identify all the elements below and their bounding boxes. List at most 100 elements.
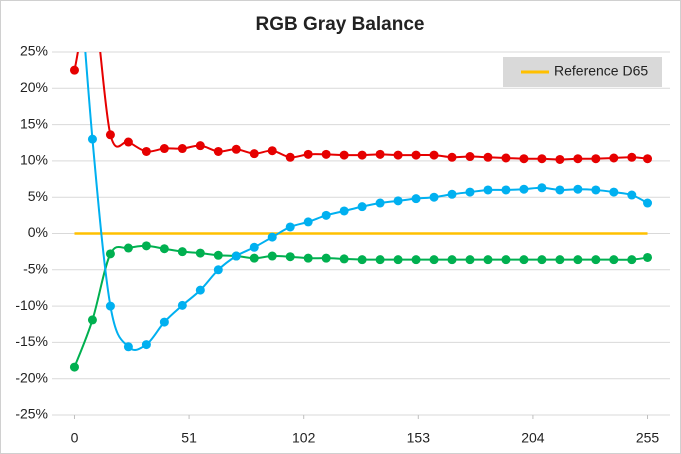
x-tick-label: 51 [181, 430, 197, 446]
data-point [591, 154, 601, 164]
x-tick-label: 102 [292, 430, 316, 446]
data-point [411, 255, 421, 265]
data-point [231, 251, 241, 261]
data-point [195, 248, 205, 258]
data-point [519, 154, 529, 164]
data-point [87, 315, 97, 325]
data-point [375, 149, 385, 159]
data-point [105, 130, 115, 140]
data-point [357, 150, 367, 160]
y-tick-label: 25% [20, 43, 48, 59]
y-tick-label: -20% [15, 369, 48, 385]
legend-label: Reference D65 [554, 63, 648, 79]
series-line [84, 52, 648, 351]
y-tick-label: 10% [20, 152, 48, 168]
data-point [483, 152, 493, 162]
data-point [609, 187, 619, 197]
data-point [87, 134, 97, 144]
data-point [267, 146, 277, 156]
data-point [411, 194, 421, 204]
data-point [537, 154, 547, 164]
data-point [321, 253, 331, 263]
data-point [249, 149, 259, 159]
data-point [573, 154, 583, 164]
data-point [643, 154, 653, 164]
data-point [537, 183, 547, 193]
data-point [393, 255, 403, 265]
data-point [141, 340, 151, 350]
data-point [465, 187, 475, 197]
data-point [447, 189, 457, 199]
data-point [231, 144, 241, 154]
data-point [555, 154, 565, 164]
data-point [573, 184, 583, 194]
data-point [627, 152, 637, 162]
data-point [429, 255, 439, 265]
data-point [537, 255, 547, 265]
data-point [177, 247, 187, 257]
y-tick-label: 0% [28, 224, 48, 240]
data-point [285, 152, 295, 162]
data-point [429, 150, 439, 160]
data-point [591, 185, 601, 195]
x-tick-label: 255 [636, 430, 660, 446]
data-point [285, 252, 295, 262]
y-tick-label: -5% [23, 261, 48, 277]
data-point [465, 152, 475, 162]
data-point [411, 150, 421, 160]
data-point [339, 254, 349, 264]
data-point [321, 149, 331, 159]
data-point [447, 152, 457, 162]
x-tick-label: 204 [521, 430, 545, 446]
data-point [465, 255, 475, 265]
y-tick-label: 5% [28, 188, 48, 204]
data-point [249, 253, 259, 263]
y-tick-label: 15% [20, 115, 48, 131]
y-tick-label: 20% [20, 79, 48, 95]
data-point [609, 153, 619, 163]
chart-title: RGB Gray Balance [256, 14, 425, 35]
data-point [357, 202, 367, 212]
data-point [177, 300, 187, 310]
data-point [483, 185, 493, 195]
data-point [643, 198, 653, 208]
data-point [159, 317, 169, 327]
data-point [249, 242, 259, 252]
data-point [195, 285, 205, 295]
x-tick-label: 153 [407, 430, 431, 446]
data-point [393, 196, 403, 206]
data-point [519, 255, 529, 265]
data-point [643, 252, 653, 262]
data-point [573, 255, 583, 265]
data-point [519, 184, 529, 194]
data-point [375, 198, 385, 208]
data-point [267, 232, 277, 242]
data-point [591, 255, 601, 265]
data-point [105, 249, 115, 259]
data-point [555, 255, 565, 265]
data-point [375, 255, 385, 265]
data-point [213, 265, 223, 275]
data-point [159, 144, 169, 154]
data-point [393, 150, 403, 160]
data-point [303, 253, 313, 263]
data-point [429, 192, 439, 202]
y-tick-label: -15% [15, 333, 48, 349]
data-point [123, 342, 133, 352]
data-point [339, 150, 349, 160]
data-point [285, 222, 295, 232]
data-point [267, 251, 277, 261]
data-point [609, 255, 619, 265]
data-point [69, 65, 79, 75]
data-point [159, 244, 169, 254]
data-point [213, 146, 223, 156]
data-point [69, 362, 79, 372]
data-point [627, 255, 637, 265]
data-point [357, 255, 367, 265]
data-point [501, 185, 511, 195]
data-point [447, 255, 457, 265]
data-point [141, 241, 151, 251]
data-point [501, 153, 511, 163]
data-point [303, 149, 313, 159]
